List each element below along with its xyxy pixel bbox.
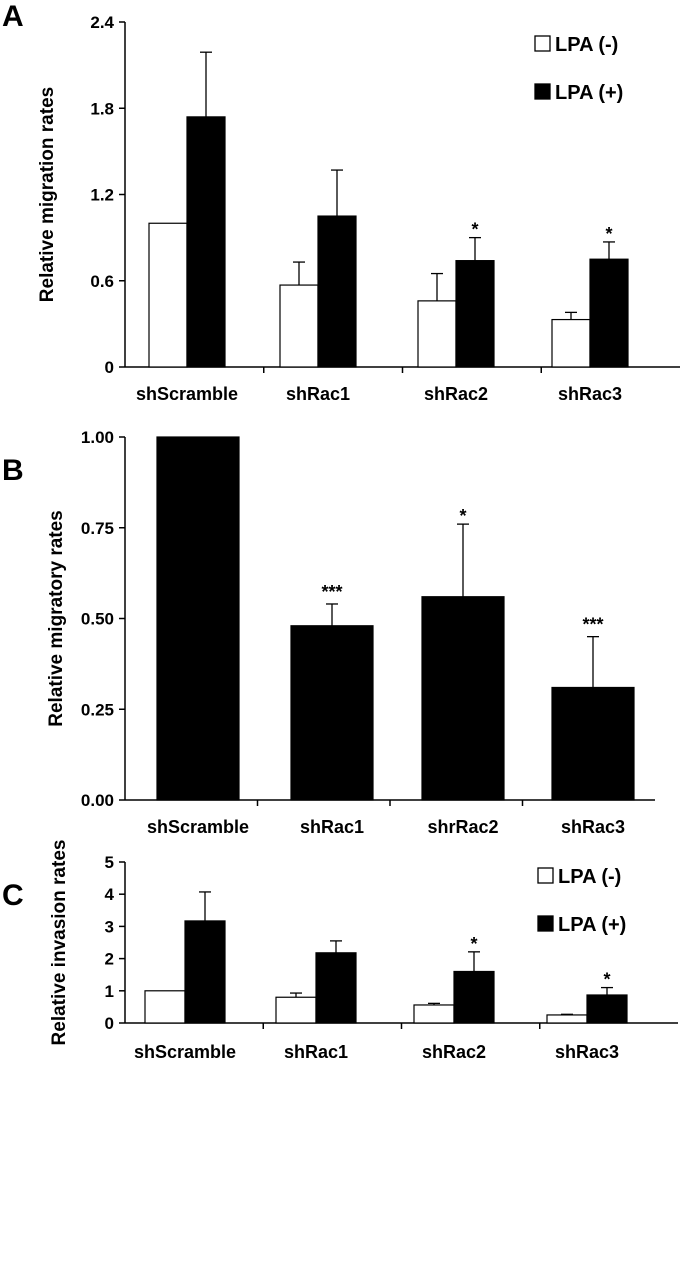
x-category-label: shRac2 bbox=[424, 384, 488, 404]
panel-letter: B bbox=[2, 454, 24, 487]
y-tick-label: 1.00 bbox=[81, 428, 114, 447]
significance-marker: * bbox=[603, 970, 610, 990]
y-axis-label: Relative migration rates bbox=[37, 87, 58, 302]
y-tick-label: 5 bbox=[105, 853, 114, 872]
x-category-label: shRac1 bbox=[286, 384, 350, 404]
bar-lpa-plus bbox=[586, 994, 628, 1024]
bar-lpa-minus bbox=[413, 1004, 455, 1024]
legend-label: LPA (-) bbox=[555, 34, 618, 56]
legend-label: LPA (+) bbox=[558, 914, 626, 936]
x-category-label: shScramble bbox=[136, 384, 238, 404]
bar-lpa-minus bbox=[275, 996, 317, 1024]
bar-lpa-plus bbox=[317, 215, 357, 368]
x-category-label: shRac1 bbox=[300, 817, 364, 837]
significance-marker: *** bbox=[321, 582, 342, 602]
panel-letter: A bbox=[2, 0, 24, 33]
y-tick-label: 1.8 bbox=[90, 99, 114, 118]
y-tick-label: 1.2 bbox=[90, 186, 114, 205]
y-tick-label: 0.6 bbox=[90, 272, 114, 291]
bar-lpa-plus bbox=[589, 258, 629, 368]
y-tick-label: 0.25 bbox=[81, 700, 114, 719]
x-category-label: shScramble bbox=[134, 1042, 236, 1062]
bar-value bbox=[421, 596, 505, 801]
y-tick-label: 0.50 bbox=[81, 610, 114, 629]
y-tick-label: 1 bbox=[105, 982, 114, 1001]
legend-swatch bbox=[534, 83, 551, 100]
bar-value bbox=[551, 686, 635, 801]
x-category-label: shRac3 bbox=[558, 384, 622, 404]
y-tick-label: 0.00 bbox=[81, 791, 114, 810]
bar-lpa-plus bbox=[315, 952, 357, 1024]
legend-swatch bbox=[537, 867, 554, 884]
legend-label: LPA (+) bbox=[555, 82, 623, 104]
x-category-label: shrRac2 bbox=[427, 817, 498, 837]
panel-letter: C bbox=[2, 879, 24, 912]
x-category-label: shScramble bbox=[147, 817, 249, 837]
y-tick-label: 0 bbox=[105, 358, 114, 377]
significance-marker: *** bbox=[582, 615, 603, 635]
bar-lpa-minus bbox=[148, 222, 188, 368]
legend-swatch bbox=[537, 915, 554, 932]
y-tick-label: 2.4 bbox=[90, 13, 114, 32]
bar-lpa-plus bbox=[184, 920, 226, 1024]
bar-value bbox=[156, 436, 240, 801]
x-category-label: shRac2 bbox=[422, 1042, 486, 1062]
y-tick-label: 0.75 bbox=[81, 519, 114, 538]
y-axis-label: Relative invasion rates bbox=[49, 840, 70, 1046]
bar-lpa-minus bbox=[417, 300, 457, 368]
legend-swatch bbox=[534, 35, 551, 52]
x-category-label: shRac1 bbox=[284, 1042, 348, 1062]
bar-lpa-minus bbox=[144, 990, 186, 1024]
bar-lpa-minus bbox=[279, 284, 319, 368]
significance-marker: * bbox=[470, 934, 477, 954]
bar-lpa-plus bbox=[186, 116, 226, 368]
bar-lpa-plus bbox=[453, 970, 495, 1024]
bar-value bbox=[290, 625, 374, 801]
bar-lpa-plus bbox=[455, 260, 495, 368]
significance-marker: * bbox=[459, 506, 466, 526]
bar-lpa-minus bbox=[546, 1014, 588, 1024]
legend-label: LPA (-) bbox=[558, 866, 621, 888]
significance-marker: * bbox=[605, 224, 612, 244]
x-category-label: shRac3 bbox=[555, 1042, 619, 1062]
y-tick-label: 2 bbox=[105, 950, 114, 969]
y-axis-label: Relative migratory rates bbox=[46, 510, 67, 727]
y-tick-label: 3 bbox=[105, 917, 114, 936]
significance-marker: * bbox=[471, 220, 478, 240]
y-tick-label: 0 bbox=[105, 1014, 114, 1033]
x-category-label: shRac3 bbox=[561, 817, 625, 837]
bar-lpa-minus bbox=[551, 318, 591, 368]
y-tick-label: 4 bbox=[105, 885, 115, 904]
